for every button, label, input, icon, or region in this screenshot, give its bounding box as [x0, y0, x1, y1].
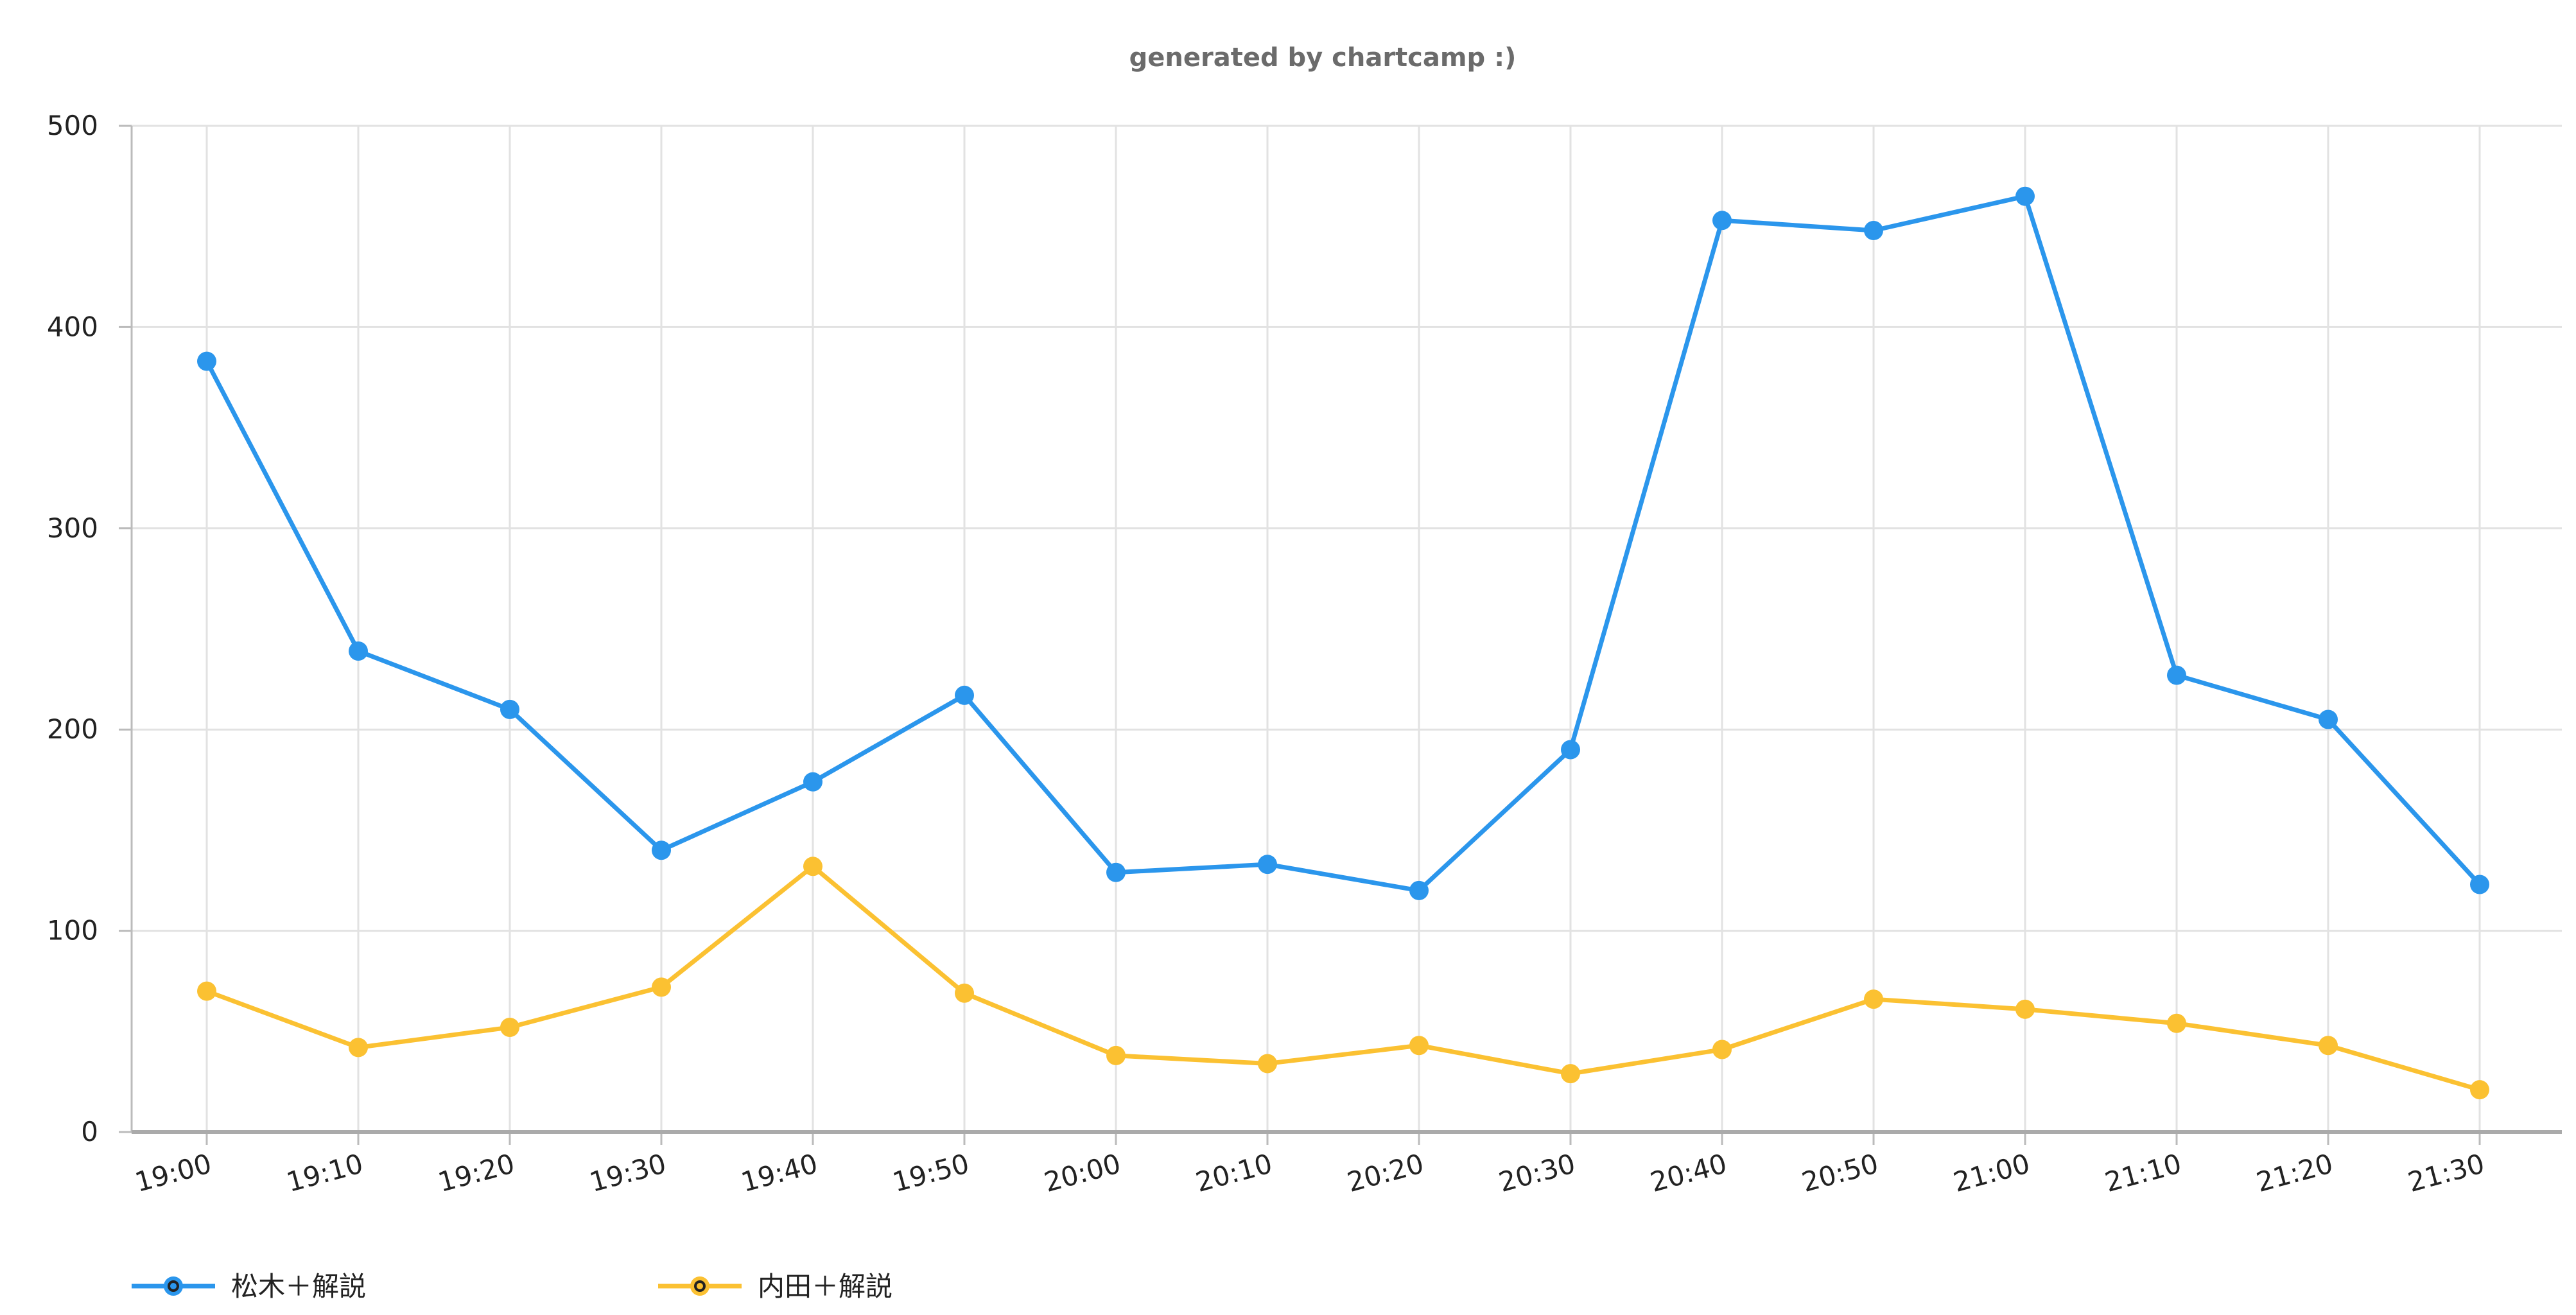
x-tick-label: 21:10 [2102, 1147, 2185, 1198]
data-point [1864, 220, 1883, 240]
y-tick-label: 300 [47, 512, 98, 544]
y-tick-label: 200 [47, 713, 98, 745]
legend-label: 松木＋解説 [231, 1271, 366, 1302]
y-tick-label: 500 [47, 110, 98, 141]
data-point [652, 840, 671, 860]
data-point [349, 1038, 368, 1058]
x-tick-label: 21:20 [2253, 1147, 2337, 1198]
legend[interactable]: 松木＋解説 内田＋解説 [132, 1271, 892, 1302]
data-point [1561, 740, 1580, 760]
legend-marker-core [170, 1283, 177, 1289]
y-tick-label: 0 [81, 1116, 98, 1147]
legend-marker-core [697, 1283, 703, 1289]
x-tick-label: 20:50 [1798, 1147, 1882, 1198]
data-point [1106, 1045, 1126, 1065]
x-tick-label: 20:00 [1041, 1147, 1124, 1198]
data-point [2470, 875, 2489, 894]
data-point [1409, 1036, 1429, 1056]
x-tick-label: 19:40 [738, 1147, 821, 1198]
data-point [1409, 880, 1429, 900]
series-2 [197, 857, 2489, 1100]
data-point [2015, 999, 2035, 1019]
chart-title: generated by chartcamp :) [1129, 43, 1517, 73]
series-line [204, 194, 2482, 893]
x-tick-label: 19:00 [132, 1147, 215, 1198]
data-point [1106, 862, 1126, 882]
legend-label: 内田＋解説 [758, 1271, 892, 1302]
data-point [1258, 855, 1277, 875]
x-tick-label: 20:30 [1495, 1147, 1579, 1198]
y-tick-label: 100 [47, 915, 98, 946]
data-point [955, 983, 974, 1003]
x-axis-ticks: 19:00 19:10 19:20 19:30 19:40 19:50 20:00 20:10… [132, 1147, 2488, 1198]
series-line [204, 864, 2482, 1092]
data-point [197, 981, 216, 1001]
data-point [1258, 1054, 1277, 1074]
data-point [197, 351, 216, 371]
x-tick-label: 21:30 [2405, 1147, 2488, 1198]
data-point [652, 977, 671, 997]
x-tick-label: 21:00 [1950, 1147, 2033, 1198]
data-point [803, 857, 822, 876]
data-point [1561, 1064, 1580, 1084]
x-tick-label: 20:40 [1647, 1147, 1730, 1198]
data-point [2470, 1080, 2489, 1100]
y-tick-label: 400 [47, 311, 98, 342]
data-point [349, 641, 368, 661]
series-1 [197, 186, 2489, 900]
series-layer [197, 186, 2489, 1100]
data-point [1712, 211, 1732, 231]
data-point [803, 772, 822, 792]
x-tick-label: 19:10 [283, 1147, 367, 1198]
x-tick-label: 19:20 [435, 1147, 518, 1198]
x-tick-label: 20:20 [1344, 1147, 1427, 1198]
data-point [1712, 1040, 1732, 1059]
data-point [2167, 1013, 2186, 1033]
data-point [2319, 710, 2338, 729]
data-point [2167, 665, 2186, 685]
y-axis-ticks: 0 100 200 300 400 500 [47, 110, 98, 1147]
legend-item-1[interactable]: 松木＋解説 [132, 1271, 366, 1302]
data-point [955, 685, 974, 705]
data-point [500, 699, 519, 719]
data-point [2319, 1036, 2338, 1056]
data-point [500, 1018, 519, 1038]
grid [132, 125, 2562, 1132]
axes [119, 125, 2562, 1145]
x-tick-label: 19:50 [889, 1147, 973, 1198]
legend-item-2[interactable]: 内田＋解説 [658, 1271, 892, 1302]
data-point [1864, 989, 1883, 1009]
x-tick-label: 20:10 [1192, 1147, 1276, 1198]
data-point [2015, 186, 2035, 206]
x-tick-label: 19:30 [586, 1147, 670, 1198]
